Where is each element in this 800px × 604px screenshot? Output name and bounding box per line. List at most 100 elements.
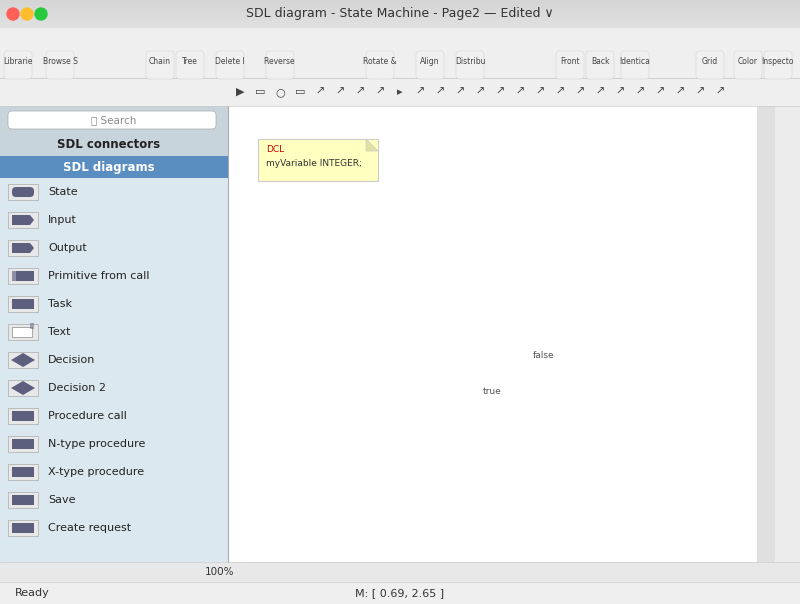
Bar (0, 15, 800, 16)
FancyBboxPatch shape (146, 51, 174, 79)
Bar (0, 13, 800, 14)
Text: Grid: Grid (702, 57, 718, 65)
Text: N-type procedure: N-type procedure (48, 439, 146, 449)
Text: DCL: DCL (266, 144, 284, 153)
Text: ↗: ↗ (695, 87, 705, 97)
FancyBboxPatch shape (46, 51, 74, 79)
Text: ▭: ▭ (294, 87, 306, 97)
Text: ↗: ↗ (355, 87, 365, 97)
Text: ↗: ↗ (375, 87, 385, 97)
Bar (8, 352, 38, 368)
FancyBboxPatch shape (266, 51, 294, 79)
Bar (12, 271, 16, 281)
Polygon shape (283, 299, 363, 323)
Bar (2, 263, 226, 289)
Bar (2, 403, 226, 429)
Text: myVariable := 0: myVariable := 0 (284, 256, 362, 266)
FancyBboxPatch shape (12, 495, 34, 505)
Bar (0, 21, 800, 22)
Text: ↗: ↗ (415, 87, 425, 97)
Bar (0, 12, 800, 13)
Text: Save: Save (48, 495, 75, 505)
Bar (2, 207, 226, 233)
Bar (0, 6, 800, 7)
Text: ↗: ↗ (555, 87, 565, 97)
Text: ▶: ▶ (236, 87, 244, 97)
Bar (12, 467, 34, 477)
Text: SET (5, conReqTimer): SET (5, conReqTimer) (434, 457, 530, 466)
Text: ↗: ↗ (435, 87, 445, 97)
Polygon shape (438, 399, 518, 423)
Bar (0, 22, 800, 23)
Text: ▸: ▸ (397, 87, 403, 97)
Bar (268, 349, 378, 373)
FancyBboxPatch shape (696, 51, 724, 79)
Bar (8, 520, 38, 536)
Bar (258, 139, 378, 181)
Text: true: true (483, 387, 502, 396)
Text: myVariable INTEGER;: myVariable INTEGER; (266, 158, 362, 167)
Bar (0, 1, 800, 2)
Text: Primitive from call: Primitive from call (48, 271, 150, 281)
Bar (0, 10, 800, 11)
Bar (2, 291, 226, 317)
Text: Procedure call: Procedure call (48, 411, 127, 421)
Bar (12, 327, 32, 337)
Text: Browse S: Browse S (42, 57, 78, 65)
Bar (8, 184, 38, 200)
Text: Decision 2: Decision 2 (48, 383, 106, 393)
Text: SDL connectors: SDL connectors (58, 138, 161, 152)
Text: Tree: Tree (182, 57, 198, 65)
Bar (0, 25, 800, 26)
Text: ↗: ↗ (335, 87, 345, 97)
Text: ↗: ↗ (575, 87, 585, 97)
Text: Inspecto: Inspecto (762, 57, 794, 65)
Text: Delete l: Delete l (215, 57, 245, 65)
Bar (2, 347, 226, 373)
Text: connected: connected (622, 306, 674, 316)
Text: connecting: connecting (451, 196, 505, 206)
Text: 100%: 100% (206, 567, 234, 577)
Text: Identica: Identica (619, 57, 650, 65)
Bar (8, 240, 38, 256)
Bar (0, 9, 800, 10)
Text: ↗: ↗ (675, 87, 685, 97)
Bar (0, 5, 800, 6)
Text: State: State (48, 187, 78, 197)
Bar (0, 106, 228, 562)
Polygon shape (366, 139, 378, 151)
FancyBboxPatch shape (764, 51, 792, 79)
Bar (8, 268, 38, 284)
Text: Output: Output (48, 243, 86, 253)
Bar (8, 408, 38, 424)
Text: conReq: conReq (303, 306, 339, 316)
FancyBboxPatch shape (8, 111, 216, 129)
Bar (0, 8, 800, 9)
Bar (421, 449, 535, 473)
Text: ↗: ↗ (635, 87, 645, 97)
Bar (2, 487, 226, 513)
Polygon shape (430, 343, 526, 379)
Bar (0, 27, 800, 28)
FancyBboxPatch shape (621, 51, 649, 79)
Bar (2, 375, 226, 401)
Bar (0, 24, 800, 25)
FancyBboxPatch shape (176, 51, 204, 79)
Text: Task: Task (48, 299, 72, 309)
Text: SDL diagram - State Machine - Page2 — Edited ∨: SDL diagram - State Machine - Page2 — Ed… (246, 7, 554, 21)
Text: ↗: ↗ (455, 87, 465, 97)
Bar (275, 249, 370, 273)
Text: ↗: ↗ (515, 87, 525, 97)
FancyBboxPatch shape (288, 190, 358, 212)
Bar (30, 323, 34, 329)
Bar (0, 18, 800, 19)
Text: Librarie: Librarie (3, 57, 33, 65)
Text: Decision: Decision (48, 355, 95, 365)
Polygon shape (608, 249, 688, 273)
Bar (0, 562, 800, 582)
FancyBboxPatch shape (586, 51, 614, 79)
Text: Front: Front (560, 57, 580, 65)
Bar (0, 20, 800, 21)
FancyBboxPatch shape (283, 399, 363, 423)
Text: Text: Text (48, 327, 70, 337)
